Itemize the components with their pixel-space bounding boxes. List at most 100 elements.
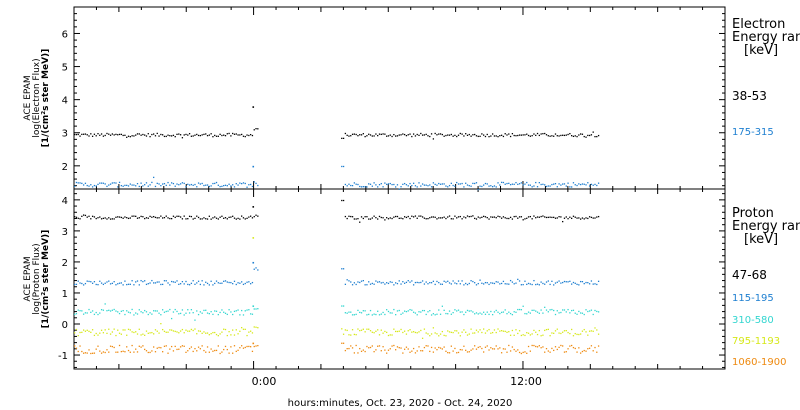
data-point-proton-47-68 — [230, 216, 232, 218]
data-point-proton-795-1193 — [500, 330, 503, 332]
data-point-proton-310-580 — [357, 309, 359, 312]
data-point-electron-38-53 — [565, 134, 567, 136]
data-point-proton-795-1193 — [194, 328, 196, 330]
data-point-proton-115-195 — [246, 281, 248, 283]
data-point-electron-38-53 — [187, 134, 189, 136]
y-tick-label: 2 — [62, 258, 68, 269]
data-point-proton-310-580 — [113, 308, 115, 311]
data-point-electron-175-315 — [127, 185, 130, 187]
data-point-proton-115-195 — [506, 283, 508, 285]
data-point-proton-310-580 — [241, 309, 243, 312]
data-point-proton-795-1193 — [436, 333, 438, 335]
data-point-proton-47-68 — [79, 218, 81, 220]
data-point-proton-115-195 — [547, 280, 549, 282]
data-point-proton-1060-1900 — [499, 347, 501, 349]
data-point-proton-310-580 — [429, 310, 431, 312]
data-point-proton-1060-1900 — [509, 350, 512, 352]
data-point-proton-310-580 — [536, 311, 539, 313]
data-point-proton-1060-1900 — [405, 346, 408, 348]
electron-legend-title-line2: Energy ran — [732, 30, 800, 45]
data-point-proton-47-68 — [158, 217, 160, 219]
data-point-proton-47-68 — [412, 216, 415, 218]
data-point-proton-115-195 — [233, 280, 236, 282]
data-point-proton-47-68 — [398, 217, 400, 220]
data-point-proton-1060-1900 — [355, 344, 357, 347]
data-point-proton-1060-1900 — [456, 352, 458, 354]
data-point-proton-795-1193 — [350, 334, 352, 336]
data-point-proton-47-68 — [81, 215, 83, 217]
data-point-proton-1060-1900 — [436, 349, 438, 351]
data-point-proton-310-580 — [414, 312, 417, 314]
data-point-proton-1060-1900 — [502, 348, 505, 350]
data-point-proton-1060-1900 — [248, 345, 250, 348]
data-point-proton-47-68 — [181, 218, 184, 220]
data-point-proton-1060-1900 — [217, 345, 219, 347]
data-point-proton-115-195 — [459, 283, 461, 285]
data-point-proton-310-580 — [156, 310, 158, 312]
data-point-proton-310-580 — [183, 314, 185, 316]
data-point-proton-115-195 — [558, 280, 560, 282]
data-point-electron-38-53 — [172, 134, 175, 137]
data-point-proton-115-195 — [549, 283, 551, 286]
data-point-electron-38-53 — [131, 135, 133, 137]
data-point-proton-47-68 — [403, 216, 406, 218]
data-point-electron-175-315 — [77, 182, 79, 184]
data-point-proton-47-68 — [459, 215, 461, 218]
data-point-proton-310-580 — [149, 312, 151, 314]
data-point-electron-38-53 — [203, 133, 205, 136]
data-point-proton-1060-1900 — [357, 352, 359, 354]
data-point-proton-310-580 — [511, 313, 514, 316]
data-point-proton-1060-1900 — [402, 352, 404, 354]
data-point-proton-1060-1900 — [196, 350, 198, 352]
data-point-proton-1060-1900 — [344, 349, 347, 352]
data-point-proton-115-195 — [144, 280, 146, 282]
data-point-proton-795-1193 — [551, 332, 553, 334]
data-point-proton-795-1193 — [563, 330, 566, 332]
data-point-proton-47-68 — [456, 217, 458, 219]
data-point-proton-115-195 — [136, 280, 139, 282]
data-point-proton-115-195 — [407, 280, 409, 282]
data-point-proton-115-195 — [249, 283, 252, 285]
data-point-proton-1060-1900 — [518, 351, 521, 354]
data-point-proton-1060-1900 — [554, 346, 557, 348]
data-point-proton-115-195 — [447, 280, 449, 282]
data-point-proton-115-195 — [241, 281, 243, 283]
data-point-electron-175-315 — [351, 184, 354, 187]
data-point-electron-38-53 — [170, 135, 173, 137]
data-point-proton-115-195 — [393, 284, 395, 286]
data-point-electron-175-315 — [248, 184, 250, 186]
data-point-proton-115-195 — [511, 281, 514, 283]
data-point-proton-795-1193 — [346, 329, 348, 332]
data-point-electron-175-315 — [597, 182, 600, 184]
data-point-proton-310-580 — [500, 311, 503, 314]
data-point-proton-310-580 — [81, 310, 83, 312]
data-point-proton-310-580 — [235, 310, 237, 312]
data-point-proton-47-68 — [208, 215, 210, 217]
data-point-proton-310-580 — [400, 313, 402, 315]
data-point-proton-115-195 — [563, 280, 566, 283]
data-point-proton-1060-1900 — [490, 347, 492, 349]
data-point-electron-38-53 — [597, 134, 600, 137]
data-point-electron-175-315 — [549, 185, 551, 187]
data-point-proton-1060-1900 — [147, 351, 149, 354]
data-point-electron-175-315 — [95, 185, 97, 187]
data-point-proton-1060-1900 — [380, 350, 382, 352]
data-point-electron-38-53 — [592, 131, 594, 133]
data-point-proton-1060-1900 — [160, 347, 162, 349]
data-point-proton-310-580 — [504, 309, 506, 311]
data-point-proton-47-68 — [556, 217, 558, 219]
data-point-proton-1060-1900 — [420, 350, 422, 352]
data-point-proton-795-1193 — [344, 329, 347, 331]
data-point-proton-795-1193 — [233, 334, 236, 336]
data-point-proton-795-1193 — [241, 327, 243, 329]
data-point-electron-38-53 — [176, 133, 178, 136]
data-point-proton-310-580 — [351, 314, 354, 316]
data-point-electron-175-315 — [136, 183, 139, 185]
data-point-electron-175-315 — [409, 182, 411, 185]
data-point-proton-47-68 — [235, 218, 237, 220]
data-point-proton-115-195 — [97, 284, 99, 286]
data-point-proton-47-68 — [136, 217, 139, 219]
data-point-electron-38-53 — [483, 134, 485, 136]
data-point-proton-1060-1900 — [118, 344, 121, 347]
data-point-proton-795-1193 — [206, 332, 209, 334]
